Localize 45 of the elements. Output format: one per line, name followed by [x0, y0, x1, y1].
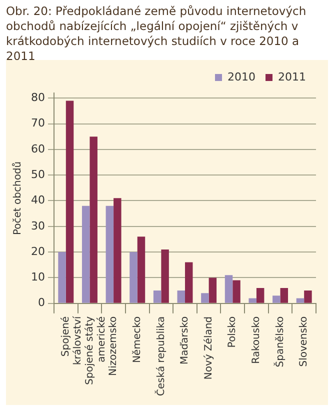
- bar: [248, 298, 256, 303]
- x-tick-label: Nový Zéland: [203, 316, 214, 380]
- y-axis-title: Počet obchodů: [12, 161, 24, 236]
- bar: [232, 280, 240, 303]
- bar: [272, 296, 280, 303]
- y-tick-label: 20: [30, 244, 45, 258]
- y-tick-label: 30: [30, 219, 45, 232]
- bar: [296, 298, 304, 303]
- x-tick-label: Maďarsko: [180, 316, 191, 364]
- bar: [185, 262, 193, 303]
- bar: [304, 290, 312, 303]
- x-tick-label: Slovensko: [298, 316, 310, 367]
- x-tick-label: Nizozemsko: [108, 316, 120, 376]
- legend-label: 2011: [278, 70, 306, 84]
- bar: [201, 293, 209, 303]
- x-tick-label: Španělsko: [272, 316, 286, 368]
- x-tick-label: Rakousko: [251, 316, 262, 364]
- bar: [90, 136, 98, 303]
- bar: [137, 236, 146, 303]
- y-tick-label: 0: [38, 296, 45, 310]
- bar: [114, 198, 122, 303]
- bar: [161, 249, 169, 303]
- bar: [130, 252, 138, 303]
- x-tick-label: Polsko: [227, 316, 238, 348]
- y-tick-label: 60: [30, 142, 45, 156]
- x-tick-label: Německo: [132, 316, 143, 363]
- y-tick-label: 80: [30, 90, 45, 104]
- bar: [224, 275, 233, 303]
- chart-title: Obr. 20: Předpokládané země původu internetových obchodů nabízejících „legální opojení“ zjištěných v krátkodobých internetových studiích v roce 2010 a 2011: [5, 3, 308, 63]
- y-tick-label: 40: [30, 194, 45, 207]
- y-tick-label: 10: [30, 270, 45, 284]
- bar: [82, 206, 90, 303]
- bar: [153, 290, 162, 303]
- y-tick-label: 50: [30, 168, 45, 181]
- bar: [208, 278, 217, 303]
- x-tick-label: Spojené království: [60, 315, 84, 366]
- bar: [280, 288, 288, 303]
- bar: [58, 252, 66, 303]
- bar: [256, 288, 264, 303]
- bar: [66, 100, 74, 303]
- x-tick-label: Česká republika: [154, 316, 167, 396]
- bar: [106, 206, 114, 303]
- bar: [177, 290, 185, 303]
- legend-label: 2010: [228, 70, 256, 84]
- y-tick-label: 70: [30, 116, 45, 130]
